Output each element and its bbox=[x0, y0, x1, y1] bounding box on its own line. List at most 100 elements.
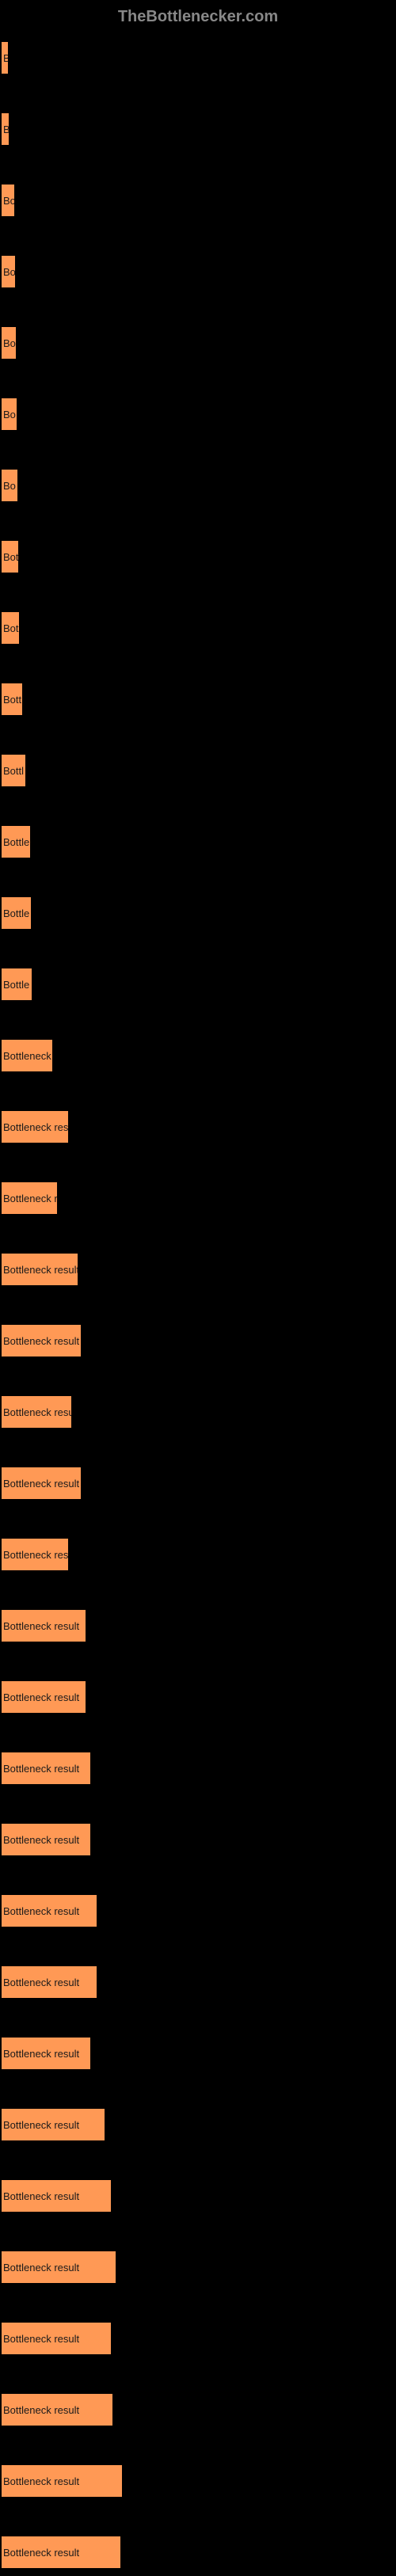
bar-label: Bot bbox=[3, 551, 18, 563]
bar-row: Bo bbox=[2, 398, 394, 430]
bar: Bottleneck result bbox=[2, 2109, 105, 2140]
bar: Bottleneck result bbox=[2, 2394, 112, 2426]
bar-label: Bottleneck result bbox=[3, 1763, 79, 1775]
bar-row: Bottleneck result bbox=[2, 2465, 394, 2497]
bar: Bo bbox=[2, 256, 15, 287]
bar: Bottleneck resu bbox=[2, 1396, 71, 1428]
bar-row: Bo bbox=[2, 327, 394, 359]
bar-row: Bott bbox=[2, 683, 394, 715]
bar: Bottleneck result bbox=[2, 2536, 120, 2568]
bar-label: Bottleneck result bbox=[3, 1905, 79, 1917]
bar-label: B bbox=[3, 124, 9, 135]
bar: Bottle bbox=[2, 826, 30, 858]
bar: Bottleneck result bbox=[2, 1325, 81, 1356]
bar: Bo bbox=[2, 398, 17, 430]
bar-row: Bottle bbox=[2, 826, 394, 858]
bar: Bottleneck result bbox=[2, 1824, 90, 1855]
bar-label: Bottleneck bbox=[3, 1050, 51, 1062]
bar-row: Bottleneck res bbox=[2, 1539, 394, 1570]
bar-row: B bbox=[2, 42, 394, 74]
bar: Bottleneck result bbox=[2, 1467, 81, 1499]
bar-row: B bbox=[2, 113, 394, 145]
bar-row: Bottleneck result bbox=[2, 1467, 394, 1499]
bar-row: Bo bbox=[2, 470, 394, 501]
bar-label: Bottleneck r bbox=[3, 1193, 57, 1204]
bar-row: Bo bbox=[2, 256, 394, 287]
bar: Bottleneck result bbox=[2, 2038, 90, 2069]
bar: Bottleneck r bbox=[2, 1182, 57, 1214]
bar-label: Bo bbox=[3, 409, 16, 420]
bar-label: Bottleneck result bbox=[3, 1264, 78, 1276]
bar-chart: B B Bo Bo Bo Bo Bo Bot Bot Bott Bottl Bottle Bottle B… bbox=[0, 42, 396, 2568]
bar: Bottle bbox=[2, 897, 31, 929]
bar-label: Bottleneck result bbox=[3, 2547, 79, 2559]
bar-label: Bottleneck result bbox=[3, 1478, 79, 1490]
bar: Bottleneck result bbox=[2, 2180, 111, 2212]
bar: Bottleneck result bbox=[2, 1752, 90, 1784]
bar-label: Bottleneck result bbox=[3, 1335, 79, 1347]
bar-label: Bottle bbox=[3, 907, 29, 919]
bar-row: Bottleneck bbox=[2, 1040, 394, 1071]
bar: Bott bbox=[2, 683, 22, 715]
bar-label: Bottleneck result bbox=[3, 2262, 79, 2274]
bar-label: Bottleneck resu bbox=[3, 1406, 71, 1418]
bar-label: Bo bbox=[3, 337, 16, 349]
bar-row: Bottleneck result bbox=[2, 1752, 394, 1784]
bar-row: Bottleneck result bbox=[2, 1895, 394, 1927]
bar-label: Bottle bbox=[3, 979, 29, 991]
bar-row: Bottleneck resu bbox=[2, 1396, 394, 1428]
bar-label: Bottleneck result bbox=[3, 2333, 79, 2345]
bar-label: Bot bbox=[3, 622, 19, 634]
bar-label: Bo bbox=[3, 266, 15, 278]
bar-label: Bo bbox=[3, 195, 14, 207]
bar-label: Bottle bbox=[3, 836, 29, 848]
bar: Bo bbox=[2, 185, 14, 216]
bar: Bottleneck res bbox=[2, 1539, 68, 1570]
bar: Bottleneck result bbox=[2, 1966, 97, 1998]
bar-row: Bottleneck result bbox=[2, 2180, 394, 2212]
header-title: TheBottlenecker.com bbox=[118, 8, 278, 25]
bar-row: Bottleneck result bbox=[2, 1824, 394, 1855]
bar: B bbox=[2, 113, 9, 145]
bar-label: Bo bbox=[3, 480, 16, 492]
bar-label: Bottleneck result bbox=[3, 1834, 79, 1846]
bar-label: B bbox=[3, 52, 8, 64]
bar: Bottleneck result bbox=[2, 2465, 122, 2497]
bar-row: Bottleneck r bbox=[2, 1182, 394, 1214]
bar: Bottleneck result bbox=[2, 1610, 86, 1642]
bar-label: Bott bbox=[3, 694, 21, 706]
bar-row: Bottleneck result bbox=[2, 2536, 394, 2568]
bar: Bottl bbox=[2, 755, 25, 786]
bar: B bbox=[2, 42, 8, 74]
bar: Bottleneck res bbox=[2, 1111, 68, 1143]
bar-label: Bottleneck res bbox=[3, 1549, 68, 1561]
bar-row: Bottleneck result bbox=[2, 1610, 394, 1642]
bar-row: Bottleneck res bbox=[2, 1111, 394, 1143]
bar-row: Bottleneck result bbox=[2, 1325, 394, 1356]
bar: Bottleneck result bbox=[2, 2251, 116, 2283]
bar-label: Bottleneck result bbox=[3, 2475, 79, 2487]
bar-row: Bottleneck result bbox=[2, 2251, 394, 2283]
bar-row: Bot bbox=[2, 612, 394, 644]
bar-label: Bottleneck result bbox=[3, 2119, 79, 2131]
bar-row: Bottl bbox=[2, 755, 394, 786]
bar-row: Bottleneck result bbox=[2, 1254, 394, 1285]
bar-row: Bo bbox=[2, 185, 394, 216]
bar-row: Bottleneck result bbox=[2, 2109, 394, 2140]
bar-row: Bottleneck result bbox=[2, 2038, 394, 2069]
bar: Bottle bbox=[2, 968, 32, 1000]
header: TheBottlenecker.com bbox=[0, 8, 396, 26]
bar-row: Bottleneck result bbox=[2, 2394, 394, 2426]
bar: Bottleneck result bbox=[2, 1895, 97, 1927]
bar: Bottleneck bbox=[2, 1040, 52, 1071]
bar-label: Bottleneck result bbox=[3, 1977, 79, 1988]
bar: Bottleneck result bbox=[2, 1254, 78, 1285]
bar-row: Bottleneck result bbox=[2, 1681, 394, 1713]
bar-label: Bottleneck result bbox=[3, 2048, 79, 2060]
bar-label: Bottleneck res bbox=[3, 1121, 68, 1133]
bar: Bot bbox=[2, 612, 19, 644]
bar: Bo bbox=[2, 327, 16, 359]
bar-row: Bottle bbox=[2, 897, 394, 929]
bar: Bot bbox=[2, 541, 18, 573]
bar-row: Bottleneck result bbox=[2, 1966, 394, 1998]
